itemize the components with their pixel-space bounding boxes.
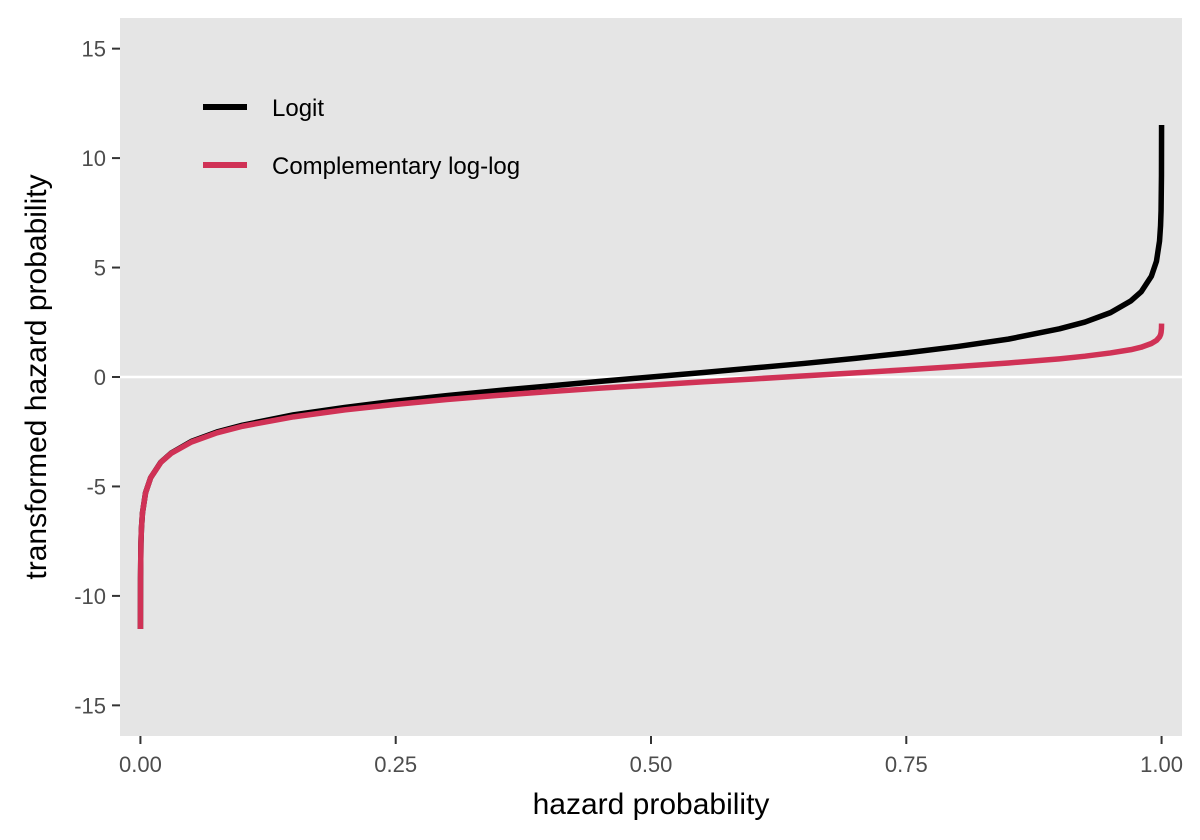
- y-tick-label: 0: [94, 365, 106, 390]
- x-tick-label: 0.25: [374, 752, 417, 777]
- series-line-1: [137, 323, 1165, 629]
- x-tick-label: 1.00: [1140, 752, 1183, 777]
- legend-label-0: Logit: [272, 95, 324, 122]
- legend: Logit Complementary log-log: [203, 95, 520, 180]
- y-tick-label: -10: [74, 584, 106, 609]
- x-tick-label: 0.75: [885, 752, 928, 777]
- x-axis-title: hazard probability: [533, 788, 770, 821]
- x-tick-label: 0.50: [630, 752, 673, 777]
- y-tick-label: 10: [82, 146, 106, 171]
- y-axis-title: transformed hazard probability: [20, 174, 53, 579]
- x-tick-label: 0.00: [119, 752, 162, 777]
- y-tick-label: 5: [94, 256, 106, 281]
- legend-label-1: Complementary log-log: [272, 153, 520, 180]
- y-tick-label: -15: [74, 693, 106, 718]
- y-tick-label: 15: [82, 37, 106, 62]
- y-tick-label: -5: [86, 474, 106, 499]
